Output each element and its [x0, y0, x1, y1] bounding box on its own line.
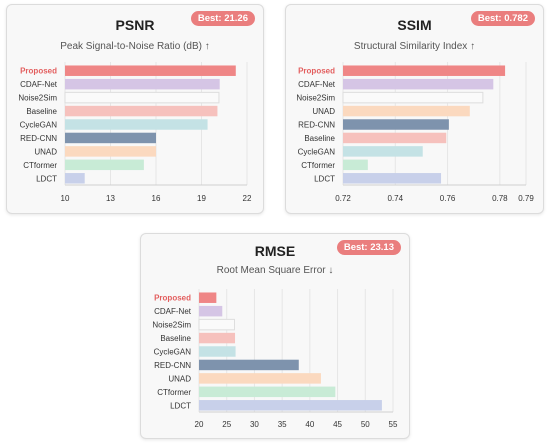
category-label: LDCT [170, 401, 191, 410]
category-label: CycleGAN [298, 147, 336, 156]
category-label: CDAF-Net [298, 80, 336, 89]
bar-unad [199, 373, 321, 384]
bar-cyclegan [199, 346, 236, 357]
x-tick-label: 22 [243, 194, 252, 203]
chart-subtitle: Root Mean Square Error ↓ [216, 265, 334, 276]
best-badge: Best: 21.26 [190, 11, 255, 26]
bar-ldct [199, 400, 382, 411]
chart-title: PSNR [115, 17, 155, 33]
category-label: Proposed [154, 294, 191, 303]
best-badge: Best: 23.13 [336, 240, 401, 255]
x-tick-label: 40 [305, 420, 314, 429]
bar-baseline [65, 105, 218, 117]
x-tick-label: 0.78 [492, 194, 508, 203]
x-tick-label: 50 [361, 420, 370, 429]
category-label: RED-CNN [298, 121, 335, 130]
bar-cyclegan [65, 119, 208, 130]
category-label: UNAD [168, 374, 191, 383]
bar-unad [343, 105, 470, 117]
category-label: Noise2Sim [18, 94, 57, 103]
category-label: Baseline [160, 334, 191, 343]
bar-proposed [343, 65, 506, 76]
x-tick-label: 45 [333, 420, 342, 429]
category-label: Baseline [304, 134, 335, 143]
bar-unad [65, 146, 156, 157]
x-tick-label: 0.74 [387, 194, 403, 203]
x-tick-label: 30 [250, 420, 259, 429]
category-label: UNAD [312, 107, 335, 116]
chart-title: SSIM [397, 17, 432, 33]
bar-ldct [343, 173, 442, 184]
category-label: Noise2Sim [296, 94, 335, 103]
bar-cdaf-net [65, 78, 220, 90]
category-label: CycleGAN [20, 121, 58, 130]
x-tick-label: 55 [389, 420, 398, 429]
chart-subtitle: Structural Similarity Index ↑ [353, 41, 476, 52]
category-label: LDCT [314, 174, 335, 183]
category-label: Proposed [20, 67, 57, 76]
x-tick-label: 25 [222, 420, 231, 429]
bar-ctformer [343, 159, 368, 171]
chart-subtitle: Peak Signal-to-Noise Ratio (dB) ↑ [60, 41, 210, 52]
x-tick-label: 13 [106, 194, 115, 203]
category-label: Noise2Sim [152, 321, 191, 330]
category-label: CTformer [301, 161, 335, 170]
bar-cdaf-net [199, 305, 223, 317]
bar-red-cnn [65, 132, 156, 144]
bar-ctformer [199, 386, 336, 398]
x-tick-label: 19 [197, 194, 206, 203]
bar-noise2sim [64, 91, 220, 104]
bar-ctformer [65, 159, 144, 171]
x-tick-label: 35 [278, 420, 287, 429]
category-label: UNAD [34, 147, 57, 156]
bar-red-cnn [199, 359, 299, 371]
bar-ldct [65, 173, 85, 184]
bar-red-cnn [343, 119, 449, 130]
rmse-bar-plot: Proposed CDAF-Net Noise2Sim Baseline CycleGA… [152, 289, 398, 429]
ssim-chart-card: SSIM Structural Similarity Index ↑ Best:… [285, 4, 544, 214]
category-label: Proposed [298, 67, 335, 76]
category-label: CycleGAN [154, 348, 192, 357]
bar-noise2sim [198, 318, 235, 331]
bar-baseline [343, 132, 447, 144]
rmse-chart-card: RMSE Root Mean Square Error ↓ Best: 23.1… [140, 233, 410, 439]
x-tick-label: 0.79 [518, 194, 534, 203]
x-tick-label: 10 [61, 194, 70, 203]
bar-baseline [199, 332, 236, 344]
category-label: CDAF-Net [20, 80, 58, 89]
x-tick-label: 16 [152, 194, 161, 203]
bar-cyclegan [343, 146, 423, 157]
category-label: RED-CNN [20, 134, 57, 143]
x-tick-label: 0.72 [335, 194, 351, 203]
x-tick-label: 0.76 [440, 194, 456, 203]
category-label: CDAF-Net [154, 307, 192, 316]
category-label: LDCT [36, 174, 57, 183]
bar-proposed [65, 65, 236, 76]
bar-noise2sim [342, 91, 484, 104]
category-label: RED-CNN [154, 361, 191, 370]
bar-cdaf-net [343, 78, 494, 90]
psnr-bar-plot: Proposed CDAF-Net Noise2Sim Baseline CycleGA… [18, 62, 252, 203]
category-label: CTformer [157, 388, 191, 397]
psnr-chart-card: PSNR Peak Signal-to-Noise Ratio (dB) ↑ B… [6, 4, 264, 214]
category-label: Baseline [26, 107, 57, 116]
category-label: CTformer [23, 161, 57, 170]
x-tick-label: 20 [195, 420, 204, 429]
chart-title: RMSE [254, 243, 296, 259]
bar-proposed [199, 292, 217, 303]
best-badge: Best: 0.782 [470, 11, 535, 26]
ssim-bar-plot: Proposed CDAF-Net Noise2Sim UNAD RED-CNN Base… [296, 62, 534, 203]
